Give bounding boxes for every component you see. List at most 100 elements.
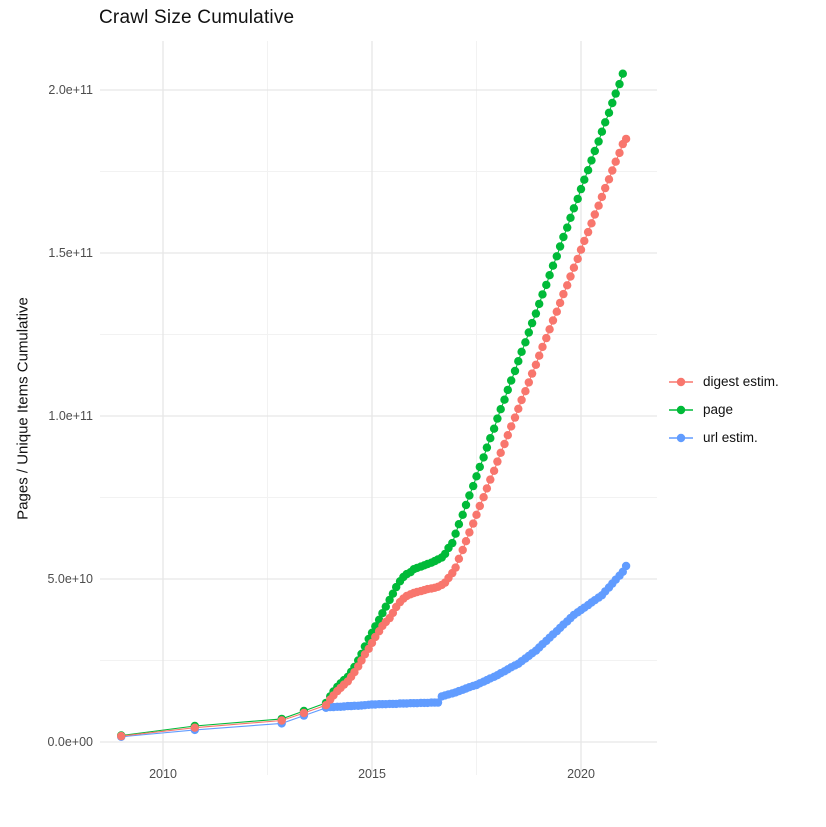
data-point (465, 491, 474, 500)
data-point (559, 232, 568, 242)
data-point (531, 360, 541, 369)
data-point (503, 431, 512, 440)
data-point (552, 307, 561, 316)
data-point (542, 280, 551, 290)
data-point (573, 254, 582, 264)
data-point (555, 298, 565, 308)
data-point (510, 413, 520, 422)
data-point (576, 245, 586, 254)
legend-item-url: url estim. (668, 430, 779, 445)
data-point (493, 414, 502, 423)
data-point (590, 210, 599, 219)
data-point (461, 500, 471, 510)
data-point (569, 263, 579, 272)
data-point (563, 223, 572, 232)
data-point (475, 501, 484, 511)
data-point (618, 69, 627, 78)
data-point (514, 404, 523, 413)
data-point (385, 595, 394, 605)
legend-item-label: digest estim. (703, 374, 779, 389)
data-point (357, 656, 366, 665)
series-points-url-estim- (117, 561, 631, 741)
legend-key-icon (669, 405, 693, 414)
data-point (527, 369, 537, 378)
data-point (482, 443, 492, 452)
data-point (580, 175, 589, 184)
series-points-digest-estim- (117, 134, 631, 741)
legend-item-label: page (703, 402, 734, 417)
data-point (451, 529, 460, 538)
data-point (566, 213, 575, 222)
data-point (451, 563, 460, 572)
data-point (517, 395, 526, 405)
data-point (587, 219, 596, 228)
data-point (590, 146, 599, 156)
data-point (542, 333, 551, 343)
data-point (486, 434, 495, 443)
data-point (486, 475, 495, 484)
data-point (566, 272, 575, 281)
data-point (621, 561, 631, 571)
data-point (524, 328, 533, 337)
data-point (521, 387, 530, 396)
data-point (482, 484, 492, 493)
legend-item-label: url estim. (703, 430, 758, 445)
data-point (472, 510, 481, 519)
data-point (461, 537, 471, 546)
data-point (277, 716, 286, 725)
data-point (615, 148, 624, 158)
data-point (608, 98, 617, 108)
data-point (608, 166, 617, 175)
data-point (597, 127, 607, 136)
y-axis-tick-label: 5.0e+10 (47, 572, 93, 586)
data-point (535, 299, 544, 309)
data-point (587, 156, 596, 165)
data-point (433, 698, 443, 707)
data-point (503, 385, 512, 395)
data-point (555, 242, 565, 251)
y-axis-tick-label: 2.0e+11 (48, 83, 93, 97)
data-point (458, 545, 467, 555)
data-point (454, 554, 464, 563)
data-point (458, 510, 467, 519)
legend: digest estim. page url estim. (668, 374, 779, 445)
data-point (469, 481, 478, 491)
data-point (479, 493, 488, 502)
legend-key-icon (669, 377, 693, 386)
data-point (538, 290, 547, 299)
data-point (489, 466, 499, 475)
data-point (580, 236, 589, 246)
x-axis-tick-label: 2015 (358, 767, 386, 781)
data-point (521, 338, 530, 347)
data-point (538, 342, 547, 352)
data-point (601, 118, 610, 127)
data-point (569, 204, 579, 213)
data-point (594, 137, 603, 146)
data-point (454, 520, 464, 529)
data-point (611, 89, 620, 98)
data-point (601, 183, 610, 193)
data-point (448, 538, 457, 548)
data-point (479, 453, 488, 462)
data-point (604, 175, 614, 184)
data-point (576, 184, 586, 194)
data-point (611, 157, 620, 166)
data-point (548, 261, 558, 270)
data-point (531, 309, 541, 318)
data-point (510, 366, 520, 376)
data-point (583, 166, 593, 175)
data-point (496, 405, 505, 414)
x-axis-tick-label: 2020 (567, 767, 595, 781)
data-point (583, 227, 593, 237)
data-point (500, 439, 509, 449)
data-point (545, 325, 554, 334)
chart-title: Crawl Size Cumulative (99, 7, 295, 28)
data-point (493, 457, 502, 466)
data-point (378, 609, 387, 618)
data-point (472, 472, 481, 481)
y-axis-tick-label: 1.5e+11 (48, 246, 93, 260)
data-point (517, 347, 526, 356)
data-point (597, 192, 607, 202)
data-point (496, 448, 505, 457)
legend-item-page: page (668, 402, 779, 417)
